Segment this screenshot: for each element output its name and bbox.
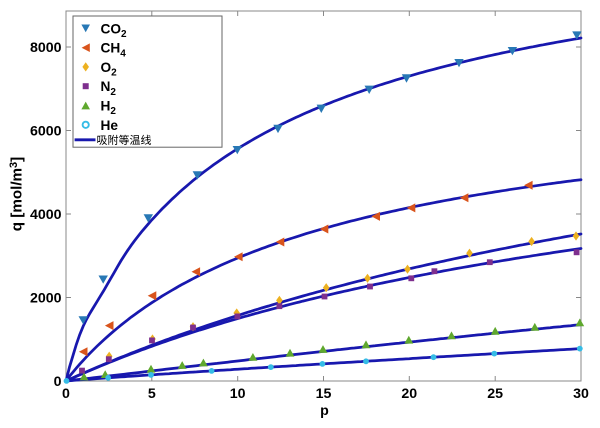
svg-text:CO2: CO2 [101, 21, 128, 40]
svg-text:6000: 6000 [30, 124, 62, 140]
svg-text:30: 30 [573, 386, 589, 402]
svg-text:25: 25 [487, 386, 503, 402]
svg-text:q [mol/m3]: q [mol/m3] [8, 157, 26, 231]
svg-text:0: 0 [54, 374, 62, 390]
svg-text:0: 0 [62, 386, 70, 402]
svg-text:5: 5 [148, 386, 156, 402]
svg-text:p: p [320, 403, 329, 419]
svg-text:CH4: CH4 [101, 41, 127, 60]
svg-text:10: 10 [230, 386, 246, 402]
svg-text:He: He [101, 118, 119, 133]
svg-text:2000: 2000 [30, 291, 62, 307]
svg-text:20: 20 [401, 386, 417, 402]
svg-text:4000: 4000 [30, 207, 62, 223]
svg-text:8000: 8000 [30, 40, 62, 56]
svg-text:15: 15 [316, 386, 332, 402]
